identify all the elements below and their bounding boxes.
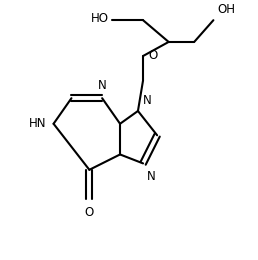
Text: O: O bbox=[148, 49, 157, 62]
Text: HN: HN bbox=[28, 117, 46, 130]
Text: N: N bbox=[143, 94, 152, 107]
Text: O: O bbox=[85, 206, 94, 219]
Text: HO: HO bbox=[91, 12, 109, 25]
Text: OH: OH bbox=[217, 3, 235, 16]
Text: N: N bbox=[147, 170, 156, 183]
Text: N: N bbox=[98, 79, 107, 92]
